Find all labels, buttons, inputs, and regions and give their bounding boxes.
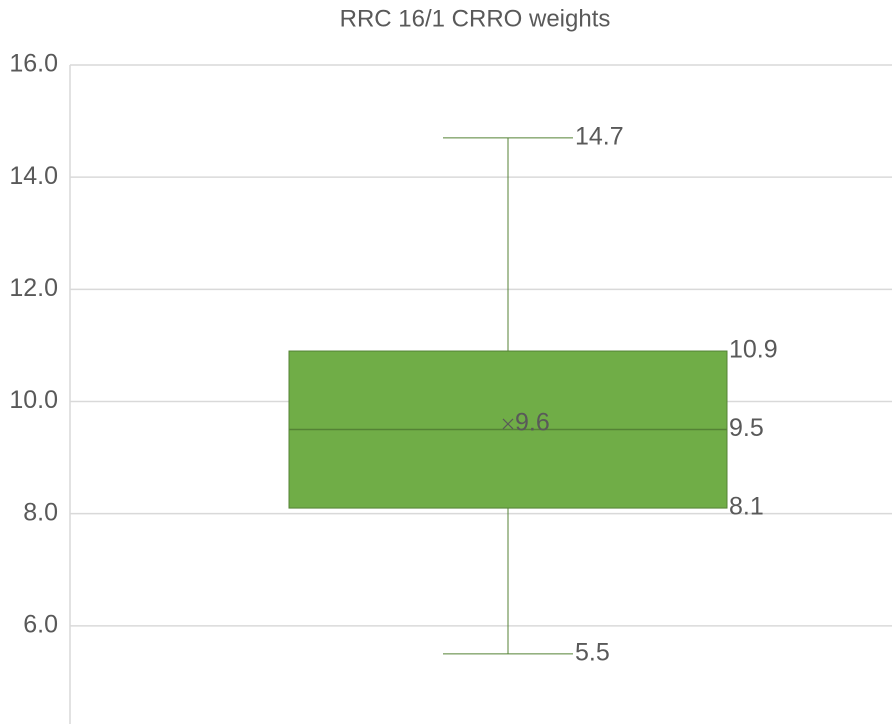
y-tick-label: 6.0	[23, 610, 58, 638]
data-label: 9.5	[729, 414, 764, 442]
mean-marker	[502, 418, 514, 430]
data-label: 5.5	[575, 639, 610, 667]
chart-title: RRC 16/1 CRRO weights	[340, 5, 611, 32]
y-tick-label: 14.0	[9, 162, 58, 190]
y-tick-label: 12.0	[9, 274, 58, 302]
data-label: 10.9	[729, 336, 778, 364]
y-tick-label: 8.0	[23, 498, 58, 526]
data-label: 8.1	[729, 493, 764, 521]
data-label: 14.7	[575, 123, 624, 151]
y-tick-label: 16.0	[9, 50, 58, 78]
y-tick-label: 10.0	[9, 386, 58, 414]
data-label: 9.6	[515, 409, 550, 437]
